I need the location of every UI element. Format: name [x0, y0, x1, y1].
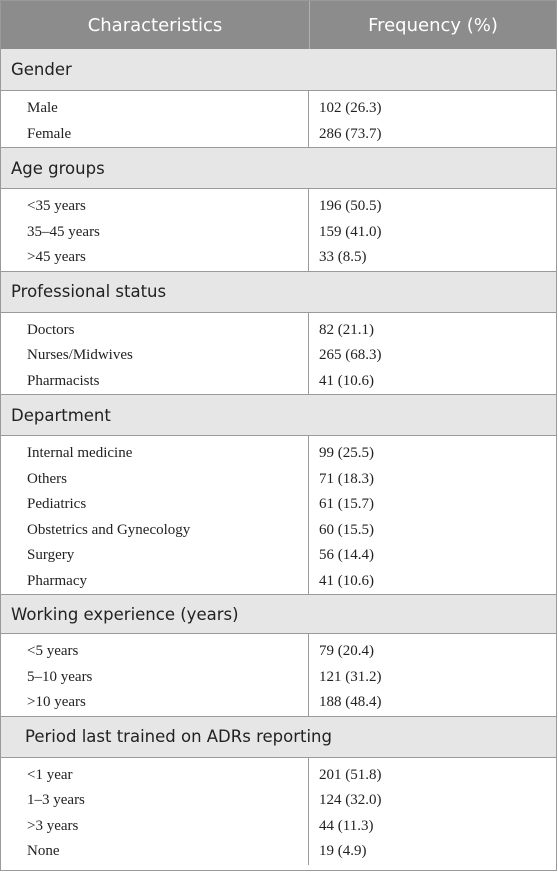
row-value: 71 (18.3)	[319, 470, 374, 487]
row-value: 41 (10.6)	[319, 372, 374, 389]
group-body: <1 year 1–3 years >3 years None 201 (51.8) 12…	[1, 757, 556, 865]
row-value: 159 (41.0)	[319, 223, 382, 240]
value-column: 79 (20.4) 121 (31.2) 188 (48.4)	[309, 634, 556, 716]
group-body: <35 years 35–45 years >45 years 196 (50.5) 1…	[1, 189, 556, 271]
row-value: 60 (15.5)	[319, 521, 374, 538]
row-value: 61 (15.7)	[319, 496, 374, 512]
group-body: Doctors Nurses/Midwives Pharmacists 82 (21.…	[1, 312, 556, 395]
label-column: Internal medicine Others Pediatrics Obstetr…	[1, 436, 309, 594]
header-characteristics: Characteristics	[87, 14, 223, 36]
row-label: 35–45 years	[27, 223, 100, 240]
group-header: Working experience (years)	[1, 594, 556, 634]
row-value: 196 (50.5)	[319, 198, 382, 214]
row-value: 79 (20.4)	[319, 643, 374, 659]
label-column: <1 year 1–3 years >3 years None	[1, 757, 309, 865]
label-column: Doctors Nurses/Midwives Pharmacists	[1, 312, 309, 394]
row-value: 19 (4.9)	[319, 843, 367, 859]
row-value: 44 (11.3)	[319, 817, 374, 834]
table-body: Gender Male Female 102 (26.3) 286 (73.7) Age …	[1, 49, 556, 865]
row-label: Pharmacy	[27, 572, 87, 589]
group-body: <5 years 5–10 years >10 years 79 (20.4) 121 …	[1, 634, 556, 716]
row-label: >10 years	[27, 694, 86, 710]
row-value: 124 (32.0)	[319, 792, 382, 808]
value-column: 201 (51.8) 124 (32.0) 44 (11.3) 19 (4.9)	[309, 758, 556, 865]
row-label: Internal medicine	[27, 445, 133, 461]
group-header: Department	[1, 394, 556, 436]
row-label: <35 years	[27, 198, 86, 214]
label-column: Male Female	[1, 91, 309, 147]
row-label: Nurses/Midwives	[27, 347, 133, 363]
row-value: 286 (73.7)	[319, 125, 382, 142]
row-label: Obstetrics and Gynecology	[27, 521, 191, 538]
row-value: 265 (68.3)	[319, 347, 382, 363]
label-column: <35 years 35–45 years >45 years	[1, 189, 309, 271]
group-header: Gender	[1, 49, 556, 91]
group-body: Internal medicine Others Pediatrics Obstetr…	[1, 436, 556, 594]
group-body: Male Female 102 (26.3) 286 (73.7)	[1, 91, 556, 147]
label-column: <5 years 5–10 years >10 years	[1, 634, 309, 716]
row-label: 5–10 years	[27, 668, 93, 685]
value-column: 82 (21.1) 265 (68.3) 41 (10.6)	[309, 313, 556, 395]
row-label: Female	[27, 125, 72, 142]
row-value: 82 (21.1)	[319, 321, 374, 338]
row-label: Surgery	[27, 547, 75, 563]
row-label: None	[27, 843, 60, 859]
row-label: Male	[27, 100, 58, 116]
value-column: 102 (26.3) 286 (73.7)	[309, 91, 556, 147]
group-header: Period last trained on ADRs reporting	[1, 715, 556, 758]
row-value: 121 (31.2)	[319, 668, 382, 685]
group-header: Age groups	[1, 147, 556, 189]
row-value: 188 (48.4)	[319, 694, 382, 710]
row-label: Others	[27, 470, 67, 487]
value-column: 99 (25.5) 71 (18.3) 61 (15.7) 60 (15.5) 56 (…	[309, 436, 556, 594]
row-label: >3 years	[27, 817, 79, 834]
row-value: 41 (10.6)	[319, 572, 374, 589]
row-label: <5 years	[27, 643, 79, 659]
row-label: <1 year	[27, 766, 73, 783]
row-value: 99 (25.5)	[319, 445, 374, 461]
row-label: >45 years	[27, 249, 86, 265]
value-column: 196 (50.5) 159 (41.0) 33 (8.5)	[309, 189, 556, 271]
table-header-row: Characteristics Frequency (%)	[1, 1, 556, 49]
group-header: Professional status	[1, 270, 556, 313]
row-value: 33 (8.5)	[319, 249, 367, 265]
row-label: Pharmacists	[27, 372, 100, 389]
row-label: Pediatrics	[27, 496, 87, 512]
row-value: 102 (26.3)	[319, 100, 382, 116]
row-label: 1–3 years	[27, 792, 85, 808]
row-label: Doctors	[27, 321, 75, 338]
row-value: 201 (51.8)	[319, 766, 382, 783]
row-value: 56 (14.4)	[319, 547, 374, 563]
header-frequency: Frequency (%)	[309, 1, 556, 49]
